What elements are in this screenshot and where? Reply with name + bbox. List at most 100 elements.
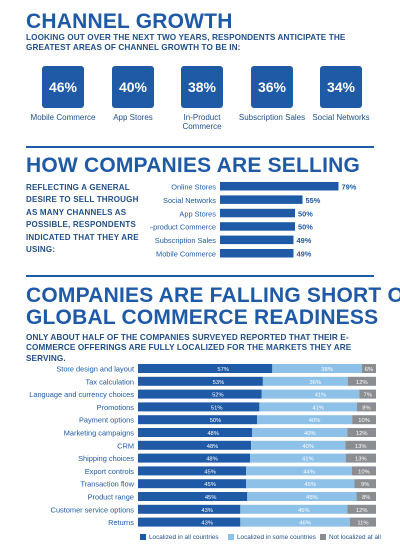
localization-value-label: 45% [298, 508, 310, 514]
localization-value-label: 41% [315, 393, 327, 399]
localization-segment [247, 492, 357, 501]
localization-segment [138, 402, 260, 412]
channel-value-label: 55% [306, 196, 321, 205]
localization-segment [250, 453, 346, 463]
localization-segment [138, 453, 250, 463]
localization-category-label: Transaction flow [80, 480, 134, 489]
legend-swatch [320, 534, 326, 541]
channel-value-label: 79% [342, 183, 357, 192]
channel-growth-title: CHANNEL GROWTH [26, 10, 233, 33]
channel-label: Mobile Commerce [156, 250, 216, 259]
channel-bar [220, 182, 339, 191]
selling-channels-chart: Online Stores 79% Social Networks 55% App St… [150, 182, 357, 259]
section-divider [26, 275, 374, 277]
localization-value-label: 48% [206, 457, 218, 463]
tile-value: 34% [320, 66, 362, 108]
tile-mobile-commerce: 46% Mobile Commerce [28, 66, 98, 122]
readiness-subtitle: ONLY ABOUT HALF OF THE COMPANIES SURVEYE… [26, 333, 352, 363]
localization-segment [259, 402, 357, 412]
localization-segment [361, 364, 376, 373]
localization-segment [347, 376, 376, 386]
localization-value-label: 40% [309, 418, 321, 424]
legend-swatch [228, 534, 234, 541]
localization-segment [349, 517, 376, 527]
localization-value-label: 46% [299, 521, 311, 527]
localization-segment [356, 492, 376, 501]
localization-value-label: 36% [310, 380, 322, 386]
localization-segment [138, 376, 263, 386]
localization-value-label: 45% [204, 469, 216, 475]
localization-category-label: Product range [88, 493, 134, 502]
channel-growth-tiles: 46% Mobile Commerce 40% App Stores 38% I… [26, 66, 374, 136]
localization-segment [252, 428, 348, 437]
localization-segment [347, 504, 376, 514]
tile-value: 36% [251, 66, 293, 108]
localization-segment [347, 428, 376, 437]
tile-label: Social Networks [312, 113, 370, 122]
localization-value-label: 51% [211, 405, 223, 411]
localization-segment [240, 504, 348, 514]
how-companies-selling-intro: REFLECTING A GENERAL DESIRE TO SELL THRO… [26, 183, 139, 254]
localization-value-label: 50% [210, 418, 222, 424]
localization-chart: Store design and layout 57% 38% 6% Tax calcu… [29, 364, 376, 527]
channel-bar [220, 208, 295, 218]
localization-segment [356, 402, 376, 412]
localization-value-label: 6% [365, 367, 373, 373]
localization-value-label: 8% [362, 405, 370, 411]
channel-label: Social Networks [163, 196, 216, 205]
localization-value-label: 53% [213, 380, 225, 386]
localization-category-label: Returns [108, 518, 134, 527]
localization-value-label: 48% [207, 444, 219, 450]
tile-in-product-commerce: 38% In-Product Commerce [167, 66, 237, 131]
localization-segment [352, 415, 376, 425]
readiness-title-line1: COMPANIES ARE FALLING SHORT ON [26, 284, 400, 307]
channel-label: Online Stores [171, 183, 216, 192]
channel-label: App Stores [179, 209, 216, 218]
how-companies-selling-title: HOW COMPANIES ARE SELLING [26, 154, 361, 177]
localization-category-label: Tax calculation [86, 377, 134, 386]
channel-value-label: 49% [297, 250, 312, 259]
localization-segment [138, 364, 273, 373]
localization-segment [345, 440, 376, 450]
localization-value-label: 45% [306, 495, 318, 501]
channel-value-label: 50% [298, 209, 313, 218]
section-divider [26, 146, 374, 148]
localization-segment [351, 466, 376, 476]
localization-value-label: 12% [356, 380, 368, 386]
localization-segment [138, 466, 247, 476]
localization-segment [138, 440, 252, 450]
localization-segment [359, 389, 376, 399]
localization-value-label: 41% [312, 405, 324, 411]
localization-category-label: CRM [117, 441, 134, 450]
localization-segment [262, 376, 348, 386]
localization-value-label: 9% [361, 482, 369, 488]
channel-bar [220, 235, 294, 245]
localization-category-label: Export controls [85, 467, 135, 476]
channel-value-label: 50% [298, 223, 313, 232]
localization-value-label: 52% [212, 393, 224, 399]
localization-value-label: 7% [363, 393, 371, 399]
localization-value-label: 41% [302, 457, 314, 463]
legend-label: Not localized at all [329, 534, 381, 541]
localization-value-label: 10% [358, 418, 370, 424]
legend-item-some: Localized in some countries [228, 534, 316, 541]
localization-value-label: 45% [204, 482, 216, 488]
localization-segment [138, 389, 262, 399]
localization-segment [354, 479, 376, 489]
localization-value-label: 43% [201, 521, 213, 527]
channel-bar [220, 222, 295, 231]
localization-category-label: Store design and layout [56, 365, 134, 374]
tile-value: 40% [112, 66, 154, 108]
legend-label: Localized in all countries [149, 534, 219, 541]
localization-segment [240, 517, 350, 527]
tile-label: Mobile Commerce [30, 113, 96, 122]
localization-category-label: Customer service options [51, 505, 135, 514]
localization-value-label: 57% [217, 367, 229, 373]
tile-social-networks: 34% Social Networks [306, 66, 376, 122]
localization-value-label: 13% [355, 457, 367, 463]
localization-category-label: Shipping choices [78, 454, 134, 463]
localization-segment [257, 415, 353, 425]
tile-subscription-sales: 36% Subscription Sales [237, 66, 307, 122]
localization-category-label: Marketing campaigns [64, 429, 135, 438]
localization-segment [272, 364, 362, 373]
